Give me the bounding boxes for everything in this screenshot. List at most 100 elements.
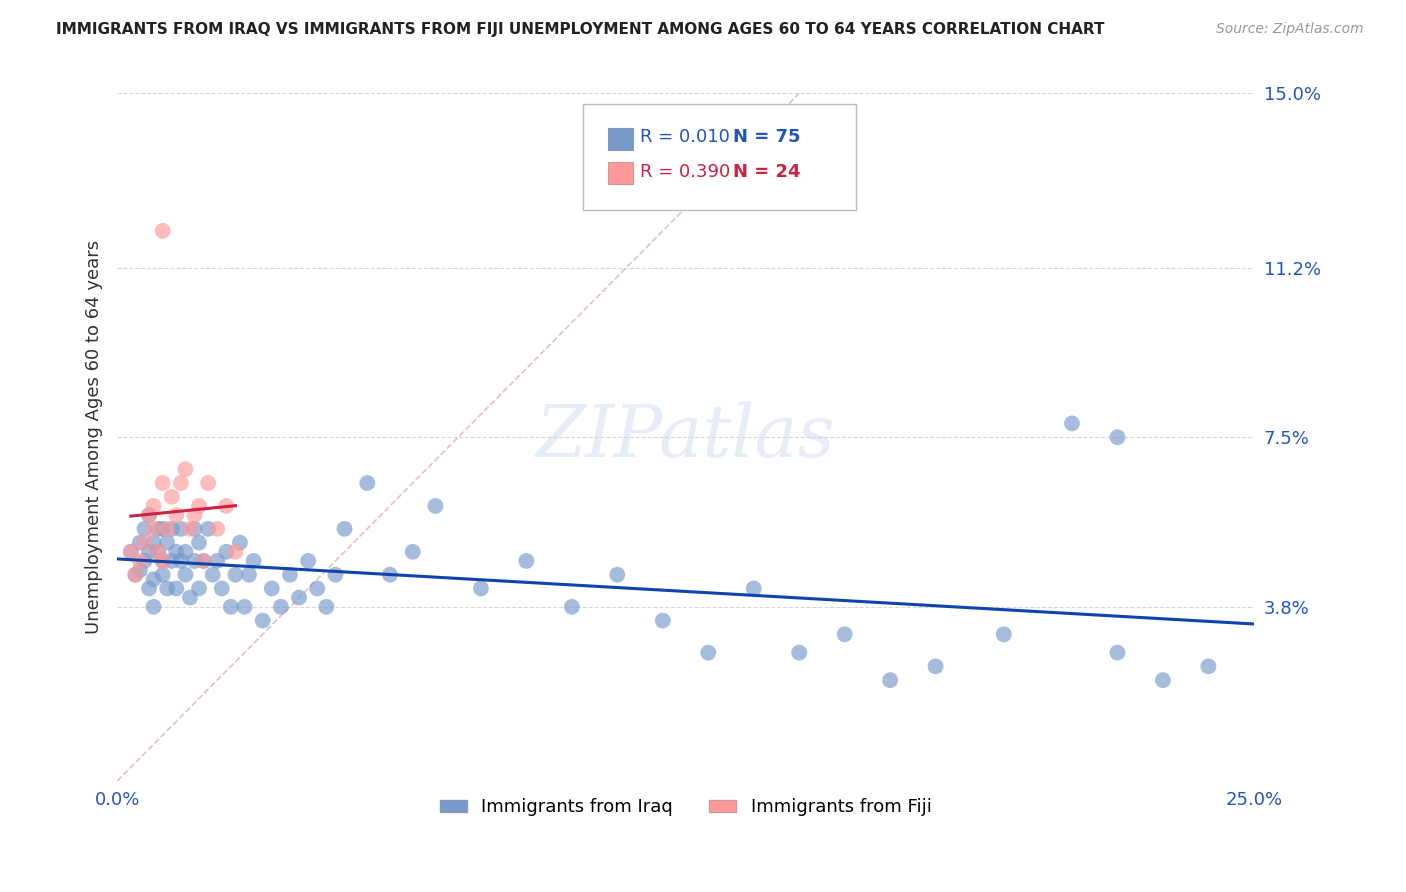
- Point: [1152, 673, 1174, 687]
- Point: [205, 554, 228, 568]
- Point: [260, 582, 283, 596]
- Point: [160, 554, 183, 568]
- Point: [201, 567, 224, 582]
- Point: [193, 554, 215, 568]
- Point: [174, 567, 197, 582]
- Text: N = 75: N = 75: [734, 128, 801, 146]
- Text: N = 24: N = 24: [734, 163, 801, 181]
- Point: [356, 476, 378, 491]
- Point: [188, 535, 211, 549]
- Point: [174, 462, 197, 476]
- Point: [924, 659, 946, 673]
- Point: [183, 522, 205, 536]
- Point: [378, 567, 401, 582]
- Point: [152, 476, 174, 491]
- Point: [138, 545, 160, 559]
- Point: [215, 499, 238, 513]
- Point: [120, 545, 142, 559]
- Point: [224, 545, 246, 559]
- Point: [252, 614, 274, 628]
- Point: [142, 535, 165, 549]
- Point: [165, 582, 187, 596]
- Point: [1107, 430, 1129, 444]
- Point: [242, 554, 264, 568]
- Point: [325, 567, 347, 582]
- Point: [315, 599, 337, 614]
- FancyBboxPatch shape: [609, 128, 633, 150]
- Point: [156, 535, 179, 549]
- Point: [152, 224, 174, 238]
- Point: [160, 522, 183, 536]
- Point: [183, 554, 205, 568]
- Point: [165, 508, 187, 522]
- Point: [170, 554, 193, 568]
- Point: [142, 522, 165, 536]
- Point: [333, 522, 356, 536]
- Point: [188, 582, 211, 596]
- Point: [993, 627, 1015, 641]
- Point: [152, 567, 174, 582]
- Point: [174, 545, 197, 559]
- Point: [278, 567, 301, 582]
- Point: [470, 582, 492, 596]
- Point: [197, 522, 219, 536]
- Point: [224, 567, 246, 582]
- Point: [138, 508, 160, 522]
- Text: ZIPatlas: ZIPatlas: [536, 402, 835, 473]
- Point: [229, 535, 252, 549]
- Point: [742, 582, 765, 596]
- Point: [215, 545, 238, 559]
- Point: [233, 599, 256, 614]
- Point: [606, 567, 628, 582]
- Point: [124, 567, 146, 582]
- Point: [179, 591, 201, 605]
- Point: [1107, 646, 1129, 660]
- Point: [1197, 659, 1219, 673]
- Point: [238, 567, 260, 582]
- Point: [156, 582, 179, 596]
- Point: [124, 567, 146, 582]
- Point: [211, 582, 233, 596]
- Point: [170, 476, 193, 491]
- Point: [160, 490, 183, 504]
- FancyBboxPatch shape: [583, 103, 856, 211]
- Point: [146, 545, 169, 559]
- Point: [697, 646, 720, 660]
- Point: [134, 554, 156, 568]
- Point: [787, 646, 810, 660]
- Point: [142, 499, 165, 513]
- Point: [138, 582, 160, 596]
- Text: R = 0.390: R = 0.390: [640, 163, 730, 181]
- Point: [651, 614, 673, 628]
- Point: [879, 673, 901, 687]
- Point: [834, 627, 856, 641]
- Point: [515, 554, 537, 568]
- Point: [134, 522, 156, 536]
- Point: [152, 554, 174, 568]
- Point: [146, 545, 169, 559]
- Point: [120, 545, 142, 559]
- Point: [156, 522, 179, 536]
- Point: [129, 535, 152, 549]
- Point: [138, 508, 160, 522]
- Point: [129, 554, 152, 568]
- Point: [165, 545, 187, 559]
- Text: Source: ZipAtlas.com: Source: ZipAtlas.com: [1216, 22, 1364, 37]
- Y-axis label: Unemployment Among Ages 60 to 64 years: Unemployment Among Ages 60 to 64 years: [86, 240, 103, 634]
- Point: [134, 535, 156, 549]
- Point: [197, 476, 219, 491]
- Point: [188, 499, 211, 513]
- Text: IMMIGRANTS FROM IRAQ VS IMMIGRANTS FROM FIJI UNEMPLOYMENT AMONG AGES 60 TO 64 YE: IMMIGRANTS FROM IRAQ VS IMMIGRANTS FROM …: [56, 22, 1105, 37]
- Point: [183, 508, 205, 522]
- Point: [170, 522, 193, 536]
- Legend: Immigrants from Iraq, Immigrants from Fiji: Immigrants from Iraq, Immigrants from Fi…: [433, 791, 939, 823]
- Point: [129, 563, 152, 577]
- Point: [561, 599, 583, 614]
- Point: [142, 599, 165, 614]
- Point: [146, 522, 169, 536]
- Point: [288, 591, 311, 605]
- Point: [307, 582, 329, 596]
- Point: [142, 572, 165, 586]
- FancyBboxPatch shape: [609, 162, 633, 184]
- Text: R = 0.010: R = 0.010: [640, 128, 730, 146]
